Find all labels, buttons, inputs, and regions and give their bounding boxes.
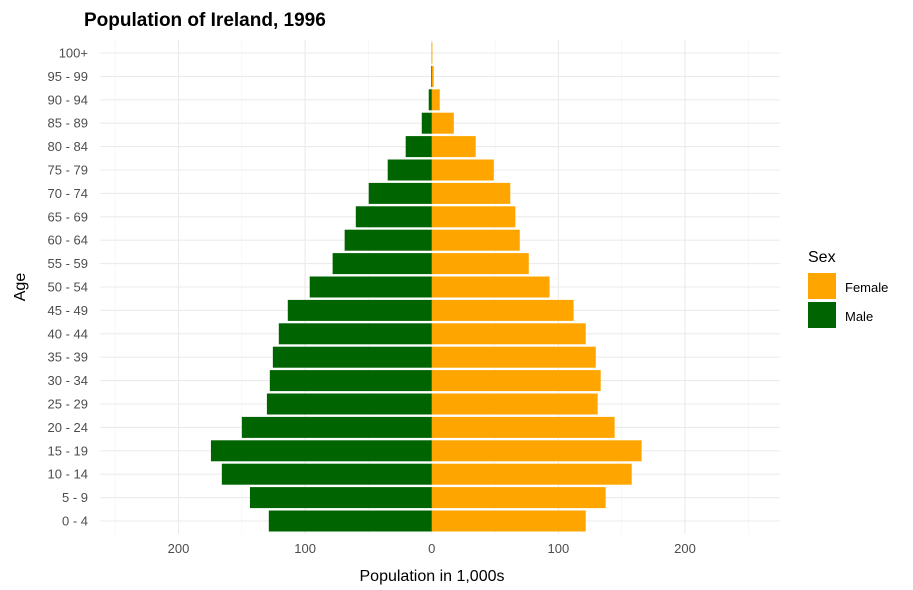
bar-male-50-54 [309,276,432,298]
y-tick-label: 60 - 64 [48,233,88,248]
bar-male-75-79 [387,159,432,181]
y-tick-label: 40 - 44 [48,326,88,341]
bar-male-60-64 [344,229,432,251]
y-tick-label: 45 - 49 [48,303,88,318]
bar-male-15-19 [210,440,432,462]
x-tick-labels: 200 100 0 100 200 [168,541,696,556]
y-tick-label: 15 - 19 [48,443,88,458]
y-tick-labels: 0 - 4 5 - 9 10 - 14 15 - 19 20 - 24 25 - 29 30… [48,46,88,529]
y-tick-label: 20 - 24 [48,420,88,435]
bar-male-45-49 [287,299,432,321]
y-tick-label: 95 - 99 [48,69,88,84]
bar-female-100+ [431,42,433,64]
y-tick-label: 25 - 29 [48,397,88,412]
bar-female-70-74 [431,182,511,204]
bar-male-85-89 [421,112,432,134]
y-tick-label: 75 - 79 [48,163,88,178]
y-tick-label: 90 - 94 [48,92,88,107]
bar-male-30-34 [269,370,432,392]
y-tick-label: 70 - 74 [48,186,88,201]
bar-female-35-39 [431,346,596,368]
bar-female-75-79 [431,159,494,181]
y-tick-label: 100+ [59,46,88,61]
bar-male-0-4 [268,510,432,532]
bar-female-0-4 [431,510,586,532]
bar-female-10-14 [431,463,632,485]
y-tick-label: 55 - 59 [48,256,88,271]
bar-female-60-64 [431,229,520,251]
legend: Sex Female Male [808,249,888,328]
y-tick-label: 85 - 89 [48,116,88,131]
bar-female-15-19 [431,440,642,462]
legend-swatch-male [808,302,836,328]
y-tick-label: 50 - 54 [48,280,88,295]
legend-label-male: Male [845,309,873,324]
bar-male-40-44 [278,323,432,345]
legend-label-female: Female [845,280,888,295]
bar-male-35-39 [272,346,432,368]
y-tick-label: 10 - 14 [48,467,88,482]
x-tick-label: 0 [428,541,435,556]
bar-female-5-9 [431,487,606,509]
bar-female-30-34 [431,370,601,392]
y-tick-label: 65 - 69 [48,209,88,224]
bar-male-90-94 [428,89,432,111]
bar-male-10-14 [221,463,432,485]
x-tick-label: 100 [294,541,316,556]
bar-male-65-69 [355,206,432,228]
bar-male-25-29 [266,393,432,415]
y-axis-label: Age [12,273,29,302]
bar-male-55-59 [332,253,432,275]
y-tick-label: 5 - 9 [62,490,88,505]
bar-female-45-49 [431,299,574,321]
bar-female-40-44 [431,323,586,345]
bar-female-90-94 [431,89,440,111]
y-tick-label: 0 - 4 [62,514,88,529]
y-tick-label: 80 - 84 [48,139,88,154]
bar-female-50-54 [431,276,550,298]
bar-female-65-69 [431,206,516,228]
bar-female-20-24 [431,416,615,438]
x-tick-label: 100 [548,541,570,556]
bar-male-5-9 [249,487,432,509]
bar-male-80-84 [405,136,432,158]
bar-female-25-29 [431,393,598,415]
bar-male-70-74 [368,182,432,204]
x-tick-label: 200 [674,541,696,556]
chart-title: Population of Ireland, 1996 [84,10,326,31]
bar-male-20-24 [241,416,432,438]
bar-male-95-99 [431,65,432,87]
y-tick-label: 30 - 34 [48,373,88,388]
bar-female-95-99 [431,65,434,87]
x-axis-label: Population in 1,000s [360,568,505,585]
bar-female-55-59 [431,253,529,275]
bars [210,42,642,532]
legend-title: Sex [808,249,836,266]
bar-female-80-84 [431,136,476,158]
bar-female-85-89 [431,112,454,134]
legend-swatch-female [808,273,836,299]
x-tick-label: 200 [168,541,190,556]
y-tick-label: 35 - 39 [48,350,88,365]
